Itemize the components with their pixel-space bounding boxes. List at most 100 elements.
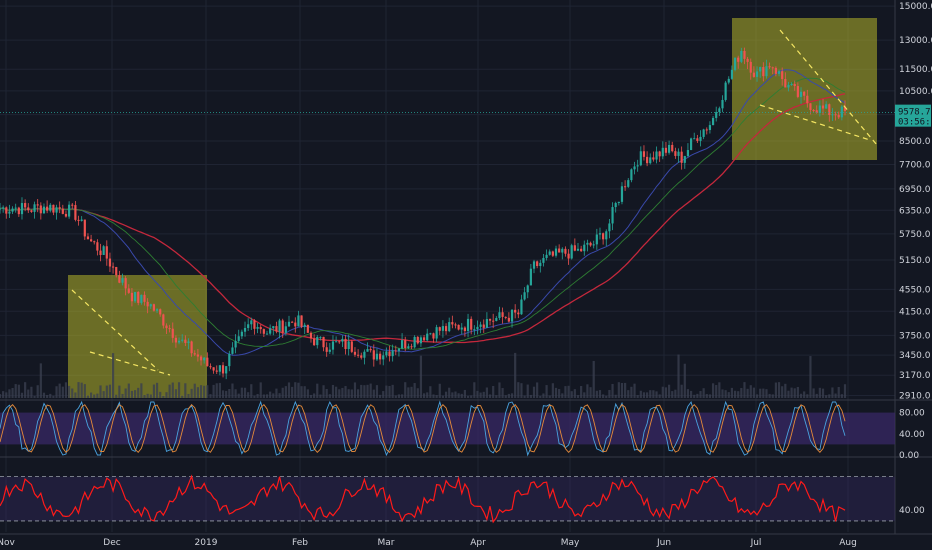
candle-body	[542, 257, 545, 263]
volume-bar	[457, 393, 460, 398]
candle-body	[498, 312, 501, 319]
price-tick-label: 11500.0	[899, 65, 932, 75]
volume-bar	[237, 393, 240, 398]
volume-bar	[646, 392, 649, 398]
volume-bars	[0, 352, 847, 398]
candle-body	[614, 203, 617, 208]
volume-bar	[357, 389, 360, 398]
volume-bar	[400, 394, 404, 398]
volume-bar	[64, 382, 68, 398]
volume-bar	[306, 389, 309, 398]
candle-body	[646, 156, 649, 164]
candle-body	[410, 346, 413, 348]
candle-body	[278, 320, 281, 332]
volume-bar	[137, 387, 140, 398]
candle-body	[17, 207, 20, 215]
price-tick-label: 2910.0	[899, 392, 931, 402]
candle-body	[404, 340, 407, 349]
candle-body	[504, 316, 507, 318]
volume-bar	[479, 392, 482, 398]
volume-bar	[168, 384, 171, 398]
candle-body	[523, 292, 526, 300]
candle-body	[253, 320, 256, 329]
candle-body	[416, 336, 419, 344]
candle-body	[529, 268, 532, 286]
candle-body	[190, 341, 193, 354]
candle-body	[451, 322, 454, 325]
candle-body	[0, 208, 2, 210]
volume-bar	[71, 388, 74, 398]
volume-bar	[225, 390, 228, 398]
candle-body	[520, 299, 523, 315]
volume-bar	[394, 395, 397, 398]
candle-body	[658, 151, 661, 157]
candle-body	[124, 278, 127, 289]
candle-body	[237, 336, 240, 341]
candle-body	[677, 151, 680, 156]
volume-bar	[451, 392, 454, 398]
volume-bar	[77, 382, 80, 398]
volume-bar	[561, 393, 564, 398]
candle-body	[80, 219, 83, 221]
volume-bar	[454, 391, 457, 398]
price-axis[interactable]: 15000.013000.011500.010500.09500.08500.0…	[899, 2, 932, 516]
candle-body	[746, 58, 749, 62]
volume-bar	[93, 394, 96, 398]
volume-bar	[495, 395, 498, 398]
volume-bar	[218, 382, 221, 398]
volume-bar	[68, 385, 71, 398]
stoch-d-line	[0, 404, 846, 453]
volume-bar	[231, 383, 234, 398]
candle-body	[598, 233, 602, 235]
candle-body	[162, 314, 165, 326]
volume-bar	[319, 394, 322, 398]
volume-bar	[240, 387, 243, 398]
volume-bar	[828, 394, 831, 398]
candle-body	[71, 204, 74, 206]
candle-body	[143, 294, 146, 302]
volume-bar	[620, 382, 624, 398]
volume-bar	[803, 391, 806, 398]
candle-body	[419, 337, 423, 344]
volume-bar	[689, 390, 693, 398]
volume-bar	[602, 394, 605, 398]
candle-body	[545, 254, 548, 258]
volume-bar	[743, 382, 746, 398]
candle-body	[624, 186, 627, 188]
candle-body	[93, 241, 96, 243]
volume-bar	[630, 386, 633, 398]
volume-bar	[693, 394, 696, 398]
candle-body	[454, 324, 457, 326]
time-tick-label: Jun	[656, 538, 671, 548]
volume-bar	[422, 393, 426, 398]
volume-bar	[118, 385, 121, 398]
candle-body	[171, 328, 174, 338]
volume-bar	[649, 390, 652, 398]
candle-body	[605, 231, 608, 240]
candle-body	[501, 312, 504, 317]
volume-bar	[372, 389, 375, 398]
volume-bar	[328, 394, 331, 398]
candle-body	[777, 71, 781, 74]
volume-bar	[426, 392, 429, 398]
volume-bar	[554, 387, 558, 398]
volume-bar	[375, 385, 379, 398]
volume-bar	[243, 387, 247, 398]
candle-body	[466, 318, 470, 332]
volume-bar	[759, 388, 762, 398]
time-axis[interactable]: Nov Dec 2019 Feb Mar Apr May Jun Jul Aug	[0, 538, 857, 548]
candle-body	[671, 144, 674, 152]
volume-bar	[86, 395, 90, 398]
trendline	[759, 104, 871, 141]
candle-body	[699, 136, 702, 141]
candle-body	[231, 347, 234, 354]
price-tick-label: 3450.0	[899, 351, 931, 361]
candle-body	[155, 309, 159, 311]
candle-body	[567, 253, 570, 259]
candle-body	[526, 285, 529, 293]
candle-body	[837, 114, 840, 118]
candle-body	[426, 333, 429, 341]
volume-bar	[664, 387, 668, 398]
candle-body	[385, 351, 388, 356]
